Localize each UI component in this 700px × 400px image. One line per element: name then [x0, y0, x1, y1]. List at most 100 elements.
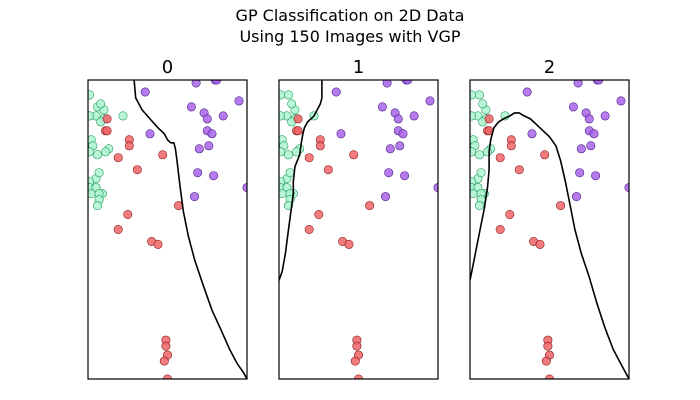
panel-title-2: 2: [544, 57, 555, 78]
data-point-green-2-22: [474, 201, 484, 211]
data-point-purple-2-3: [522, 87, 532, 97]
data-point-red-1-9: [314, 210, 324, 220]
data-point-red-2-14: [543, 341, 553, 351]
data-point-purple-2-7: [584, 114, 594, 124]
data-point-green-1-24: [287, 99, 297, 109]
data-point-red-1-10: [304, 225, 314, 235]
data-point-green-1-0: [279, 90, 286, 100]
data-point-red-1-16: [350, 356, 360, 366]
data-point-red-2-4: [495, 153, 505, 163]
data-point-purple-0-7: [202, 114, 212, 124]
data-point-purple-1-16: [380, 192, 390, 202]
data-point-red-1-8: [365, 201, 375, 211]
data-point-purple-2-14: [575, 168, 585, 178]
panel-2: 2: [469, 57, 630, 380]
data-point-green-0-23: [94, 168, 104, 178]
panel-plot-area-2: [470, 80, 629, 379]
data-point-red-0-14: [161, 341, 171, 351]
data-point-green-1-4: [279, 111, 286, 121]
panel-frame-0: [87, 79, 248, 380]
data-point-green-2-12: [470, 147, 477, 157]
data-point-red-0-9: [123, 210, 133, 220]
data-point-purple-2-2: [573, 80, 583, 88]
panel-frame-1: [278, 79, 439, 380]
data-point-red-2-9: [505, 210, 515, 220]
data-point-purple-2-8: [600, 111, 610, 121]
data-point-green-0-0: [88, 90, 95, 100]
data-point-purple-0-4: [234, 96, 244, 106]
data-point-purple-0-3: [140, 87, 150, 97]
panel-0: 0: [87, 57, 248, 380]
data-point-purple-0-5: [186, 102, 196, 112]
data-point-red-1-4: [304, 153, 314, 163]
data-point-red-2-8: [556, 201, 566, 211]
data-point-red-2-0: [484, 114, 494, 124]
data-point-purple-2-4: [616, 96, 626, 106]
data-point-green-0-12: [88, 147, 95, 157]
data-point-red-0-12: [153, 239, 163, 249]
data-point-purple-2-15: [591, 171, 601, 181]
decision-boundary-2: [470, 112, 629, 379]
data-point-green-0-10: [101, 147, 111, 157]
data-point-purple-2-5: [568, 102, 578, 112]
data-point-green-2-10: [482, 147, 492, 157]
data-point-red-1-14: [352, 341, 362, 351]
data-point-purple-2-10: [589, 129, 599, 139]
figure-title: GP Classification on 2D Data Using 150 I…: [0, 5, 700, 47]
data-point-green-0-13: [93, 150, 103, 160]
data-point-purple-0-15: [209, 171, 219, 181]
data-point-purple-0-10: [207, 129, 217, 139]
data-point-red-2-6: [540, 150, 550, 160]
data-point-green-2-24: [478, 99, 488, 109]
data-point-green-2-4: [470, 111, 477, 121]
data-point-red-1-0: [293, 114, 303, 124]
data-point-green-2-0: [470, 90, 477, 100]
data-point-red-0-6: [158, 150, 168, 160]
data-point-green-1-12: [279, 147, 286, 157]
panel-frame-2: [469, 79, 630, 380]
panel-plot-area-0: [88, 80, 247, 379]
data-point-green-1-13: [283, 150, 293, 160]
data-point-purple-1-8: [409, 111, 419, 121]
figure-title-line2: Using 150 Images with VGP: [239, 27, 461, 46]
data-point-green-0-6: [118, 111, 128, 121]
data-point-red-0-5: [124, 141, 134, 151]
data-point-purple-0-8: [218, 111, 228, 121]
data-point-red-1-12: [344, 239, 354, 249]
data-point-green-1-1: [283, 90, 293, 100]
data-point-green-2-13: [474, 150, 484, 160]
data-point-purple-1-13: [385, 144, 395, 154]
data-point-purple-1-14: [384, 168, 394, 178]
data-point-green-2-23: [476, 168, 486, 178]
data-point-purple-1-4: [425, 96, 435, 106]
data-point-red-0-0: [102, 114, 112, 124]
data-point-purple-0-12: [204, 141, 214, 151]
data-point-purple-1-2: [382, 80, 392, 88]
data-point-red-1-6: [349, 150, 359, 160]
data-point-purple-2-12: [586, 141, 596, 151]
data-point-red-2-7: [514, 165, 524, 175]
data-point-green-1-22: [283, 201, 293, 211]
data-point-purple-1-7: [393, 114, 403, 124]
data-point-red-2-16: [541, 356, 551, 366]
data-point-purple-2-11: [527, 129, 537, 139]
panel-title-1: 1: [353, 57, 364, 78]
data-point-red-2-5: [506, 141, 516, 151]
data-point-red-2-12: [535, 239, 545, 249]
data-point-purple-0-17: [242, 183, 247, 193]
data-point-purple-2-16: [571, 192, 581, 202]
data-point-red-0-4: [113, 153, 123, 163]
data-point-green-0-4: [88, 111, 95, 121]
data-point-purple-2-13: [576, 144, 586, 154]
data-point-red-0-10: [113, 225, 123, 235]
data-point-purple-1-11: [336, 129, 346, 139]
data-point-red-0-16: [159, 356, 169, 366]
data-point-red-1-2: [293, 126, 303, 136]
data-point-purple-1-10: [398, 129, 408, 139]
data-point-red-0-7: [132, 165, 142, 175]
panel-1: 1: [278, 57, 439, 380]
decision-boundary-1: [279, 80, 323, 281]
data-point-purple-0-13: [194, 144, 204, 154]
data-point-purple-0-11: [145, 129, 155, 139]
